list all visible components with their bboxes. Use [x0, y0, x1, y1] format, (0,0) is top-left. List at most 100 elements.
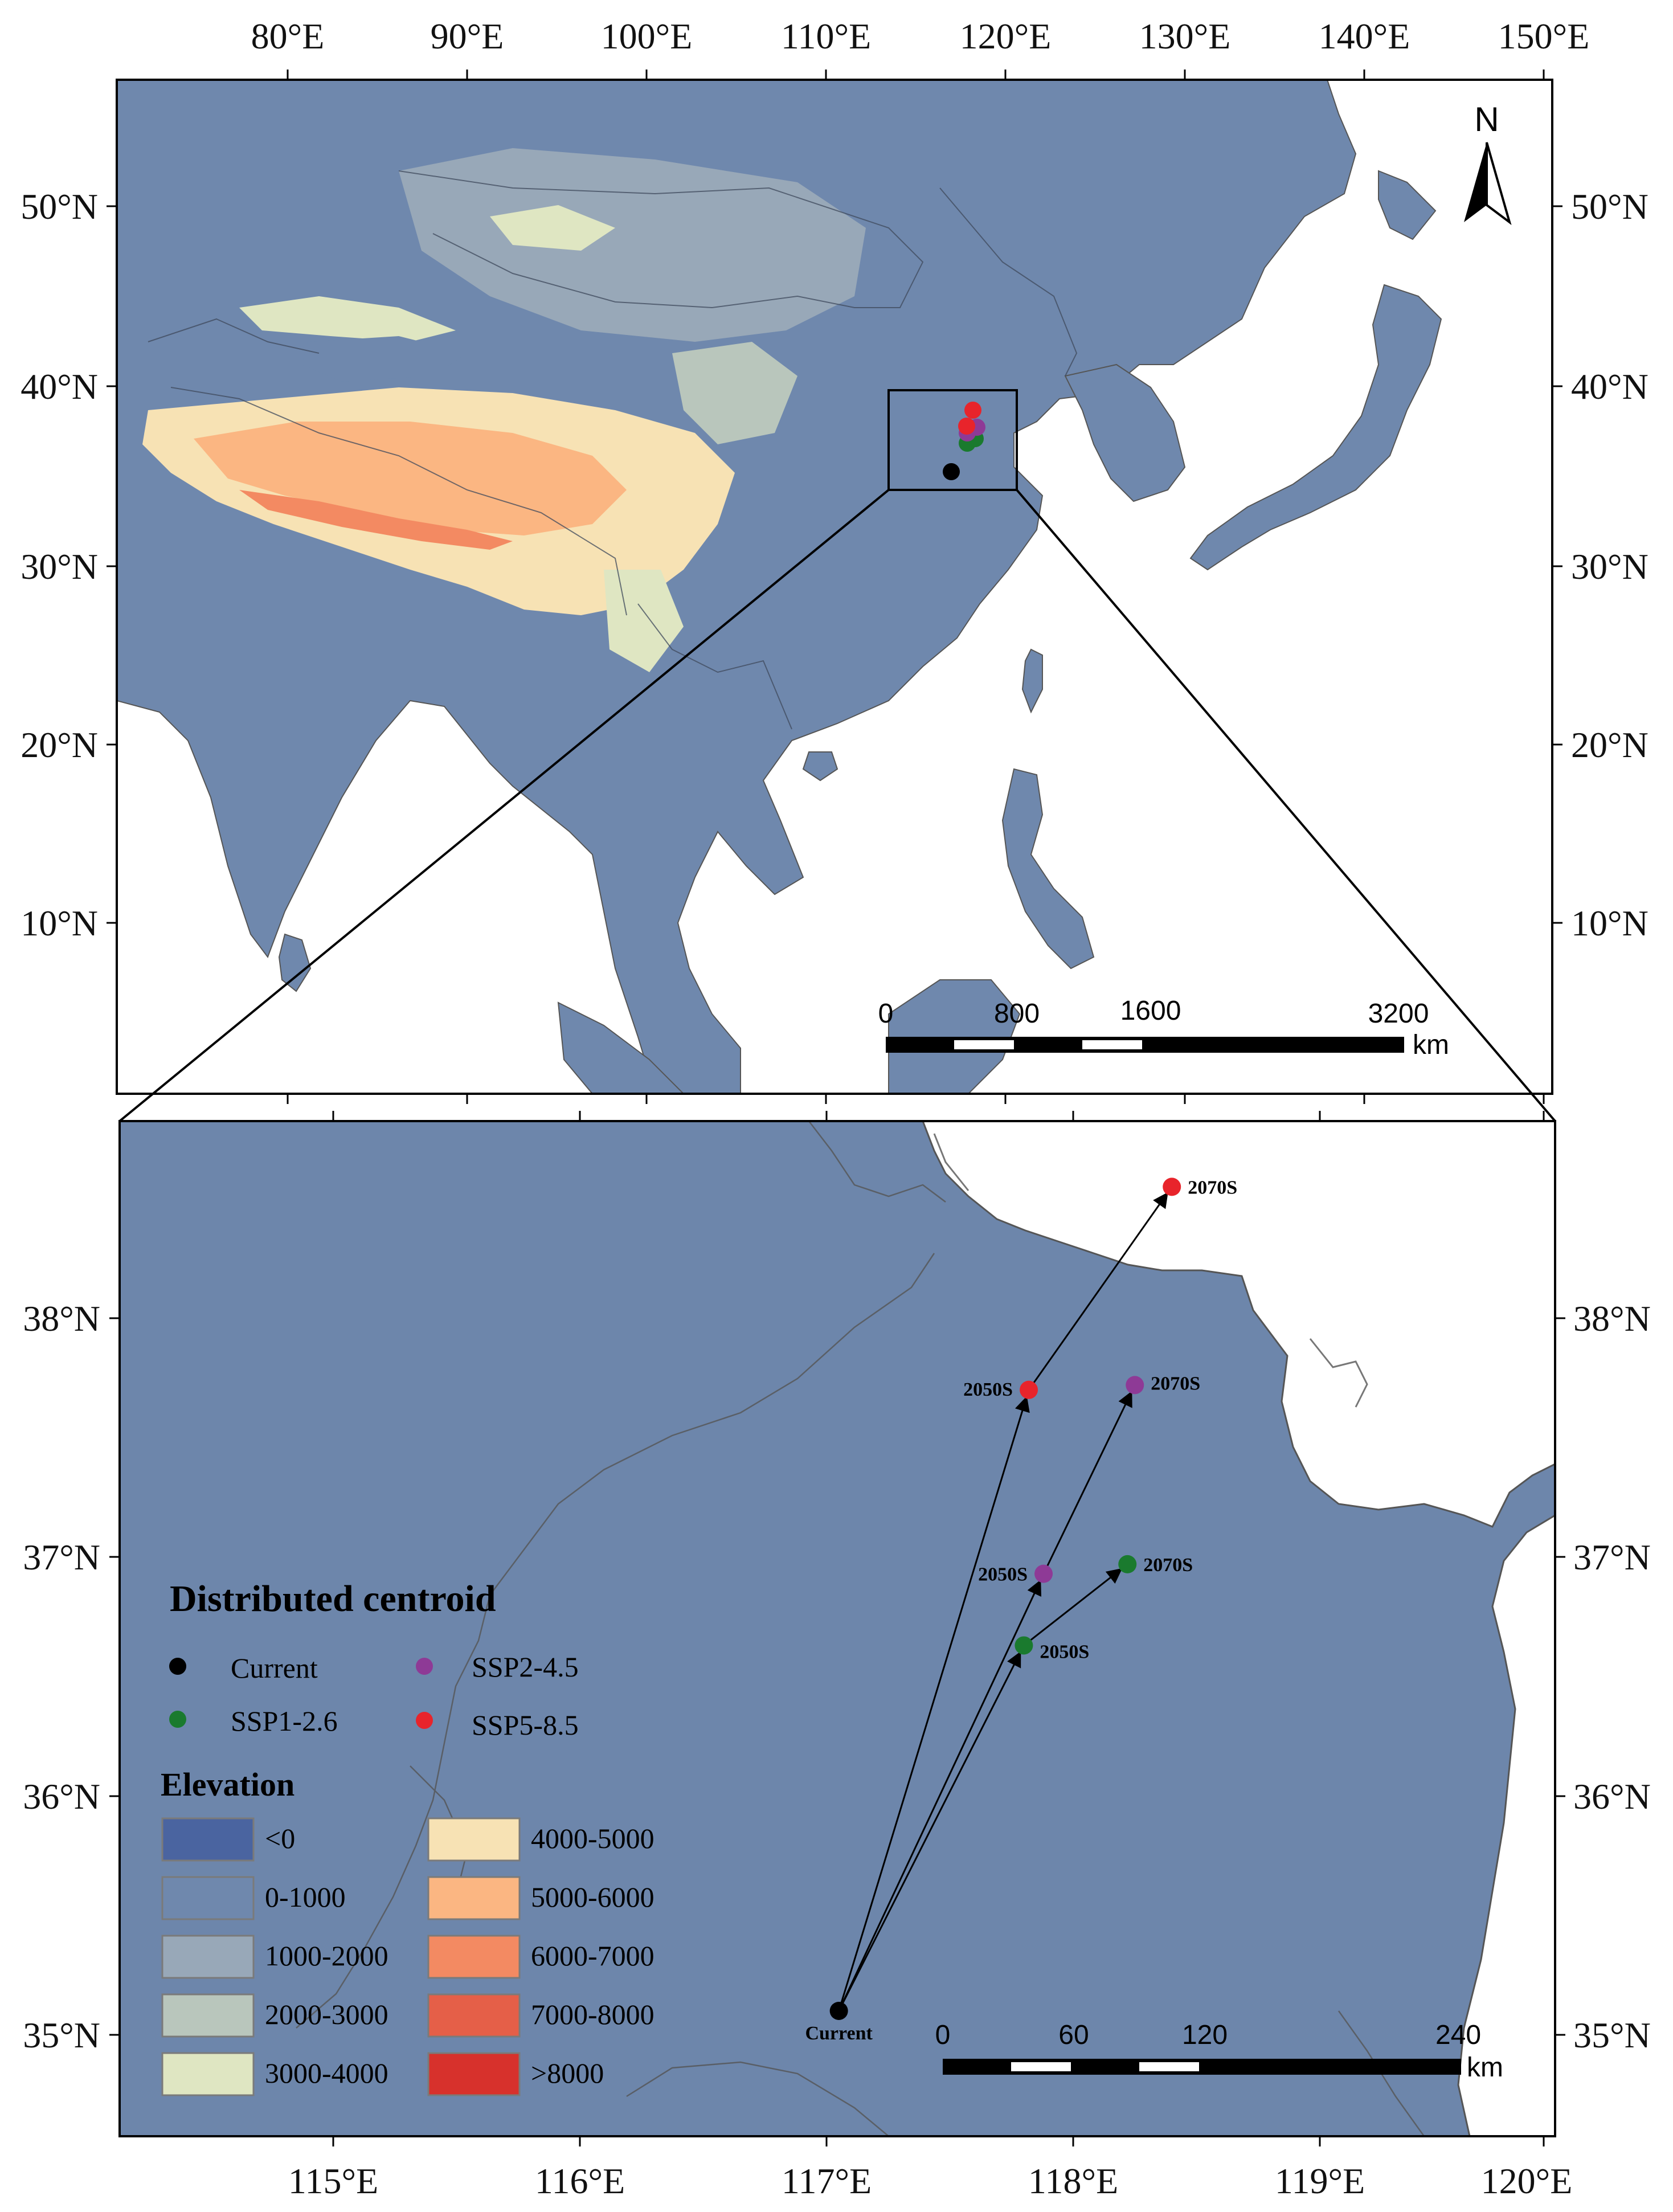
centroid-label: 2050S [963, 1379, 1013, 1400]
tarim-basin [302, 336, 467, 382]
lon-label: 119°E [1275, 2161, 1365, 2201]
lat-label: 37°N [1573, 1537, 1651, 1577]
overview-centroid-dot [964, 402, 981, 419]
lat-label: 20°N [21, 725, 98, 765]
lat-label: 10°N [21, 903, 98, 943]
centroid-point [1163, 1177, 1181, 1196]
centroid-label: Current [805, 2023, 873, 2044]
centroid-label: 2070S [1143, 1555, 1193, 1576]
elevation-swatch [427, 2052, 521, 2096]
centroid-point [1126, 1376, 1144, 1395]
lat-label: 36°N [1573, 1776, 1651, 1817]
scale-label: 3200 [1368, 999, 1429, 1029]
trajectory-arrow [838, 1396, 1030, 2011]
scale-label: 800 [994, 999, 1040, 1029]
lon-label: 130°E [1139, 16, 1231, 56]
elevation-swatch [161, 1817, 255, 1862]
lon-label: 140°E [1319, 16, 1410, 56]
legend-dot-ssp585 [416, 1712, 433, 1729]
centroid-point [829, 2001, 848, 2020]
lat-label: 30°N [21, 546, 98, 587]
lat-label: 20°N [1571, 725, 1649, 765]
altai-range [490, 205, 615, 251]
elevation-label: 2000-3000 [265, 1998, 388, 2030]
centroid-label: 2050S [1040, 1641, 1089, 1662]
trajectory-arrow [838, 1651, 1021, 2011]
lat-label: 10°N [1571, 903, 1649, 943]
north-arrow-light-half [1486, 142, 1512, 226]
elevation-label: 4000-5000 [531, 1822, 655, 1854]
north-arrow-dark-half [1464, 142, 1487, 222]
scale-label: 60 [1058, 2020, 1089, 2050]
overview-centroid-dot [943, 463, 960, 480]
philippines [1001, 768, 1095, 970]
study-area-box [887, 389, 1018, 491]
legend-label-ssp245: SSP2-4.5 [472, 1651, 579, 1683]
centroid-label: 2070S [1151, 1373, 1200, 1394]
elevation-label: 7000-8000 [531, 1998, 655, 2030]
japan-islands [1189, 284, 1442, 571]
inset-lat-labels-left: 38°N 37°N 36°N 35°N [23, 1298, 100, 2055]
elevation-label: 1000-2000 [265, 1940, 388, 1972]
yellow-sea [1457, 1514, 1555, 2136]
lon-label: 150°E [1498, 16, 1590, 56]
legend-dot-ssp126 [169, 1711, 186, 1728]
overview-lat-labels-left: 50°N 40°N 30°N 20°N 10°N [21, 186, 98, 943]
elevation-label: 5000-6000 [531, 1881, 655, 1913]
lat-label: 35°N [23, 2015, 100, 2055]
centroid-trajectories: Current 2050S 2070S 2050S 2070S 2050S 2070S [805, 1177, 1237, 2044]
lat-label: 50°N [21, 186, 98, 227]
inset-map: 115°E 116°E 117°E 118°E 119°E 120°E 38°N… [23, 1111, 1651, 2201]
korean-peninsula [1064, 363, 1186, 502]
lat-label: 40°N [1571, 366, 1649, 407]
scale-label: 0 [878, 999, 894, 1029]
centroid-point [1020, 1380, 1038, 1399]
lon-label: 116°E [535, 2161, 625, 2201]
lon-label: 120°E [1481, 2161, 1573, 2201]
elevation-swatch [161, 2052, 255, 2096]
scale-label: 0 [935, 2020, 951, 2050]
sri-lanka [278, 933, 312, 992]
lat-label: 40°N [21, 366, 98, 407]
elevation-legend-title: Elevation [161, 1766, 294, 1803]
elevation-label: 6000-7000 [531, 1940, 655, 1972]
overview-lon-labels: 80°E 90°E 100°E 110°E 120°E 130°E 140°E … [251, 16, 1590, 56]
hainan [802, 751, 838, 782]
lon-label: 118°E [1028, 2161, 1118, 2201]
inset-scale-bar: 0 60 120 240 km [935, 2020, 1503, 2083]
elevation-label: <0 [265, 1822, 295, 1854]
elevation-label: 0-1000 [265, 1881, 346, 1913]
scale-unit: km [1467, 2052, 1503, 2083]
himalaya-ridge [239, 490, 513, 550]
lon-label: 117°E [782, 2161, 872, 2201]
scale-label: 240 [1435, 2020, 1481, 2050]
lon-label: 110°E [781, 16, 871, 56]
elevation-swatch [161, 1935, 255, 1979]
overview-frame [116, 79, 1553, 1095]
inset-lon-labels: 115°E 116°E 117°E 118°E 119°E 120°E [288, 2161, 1573, 2201]
zoom-connector-left [118, 489, 890, 1122]
legend-dot-current [169, 1658, 186, 1675]
trajectory-arrow [838, 1579, 1042, 2011]
inset-ticks [109, 1111, 1565, 2146]
elevation-label: 3000-4000 [265, 2057, 388, 2089]
centroid-point [1015, 1636, 1033, 1655]
sumatra [557, 1001, 685, 1094]
country-borders [148, 170, 1078, 730]
bohai-sea [922, 1121, 1555, 1528]
centroid-point [1034, 1564, 1053, 1583]
scale-unit: km [1413, 1030, 1449, 1060]
inset-lat-labels-right: 38°N 37°N 36°N 35°N [1573, 1298, 1651, 2055]
lon-label: 100°E [601, 16, 693, 56]
legend-dot-ssp245 [416, 1658, 433, 1675]
centroid-label: 2070S [1188, 1177, 1237, 1198]
overview-scale-bar: 0 800 1600 3200 km [878, 996, 1449, 1060]
lat-label: 30°N [1571, 546, 1649, 587]
elevation-swatch [161, 1993, 255, 2038]
lon-label: 80°E [251, 16, 325, 56]
tianshan-range [239, 296, 456, 342]
elevation-swatch [161, 1876, 255, 1920]
trajectory-arrow [1023, 1568, 1123, 1646]
lat-label: 38°N [1573, 1298, 1651, 1339]
